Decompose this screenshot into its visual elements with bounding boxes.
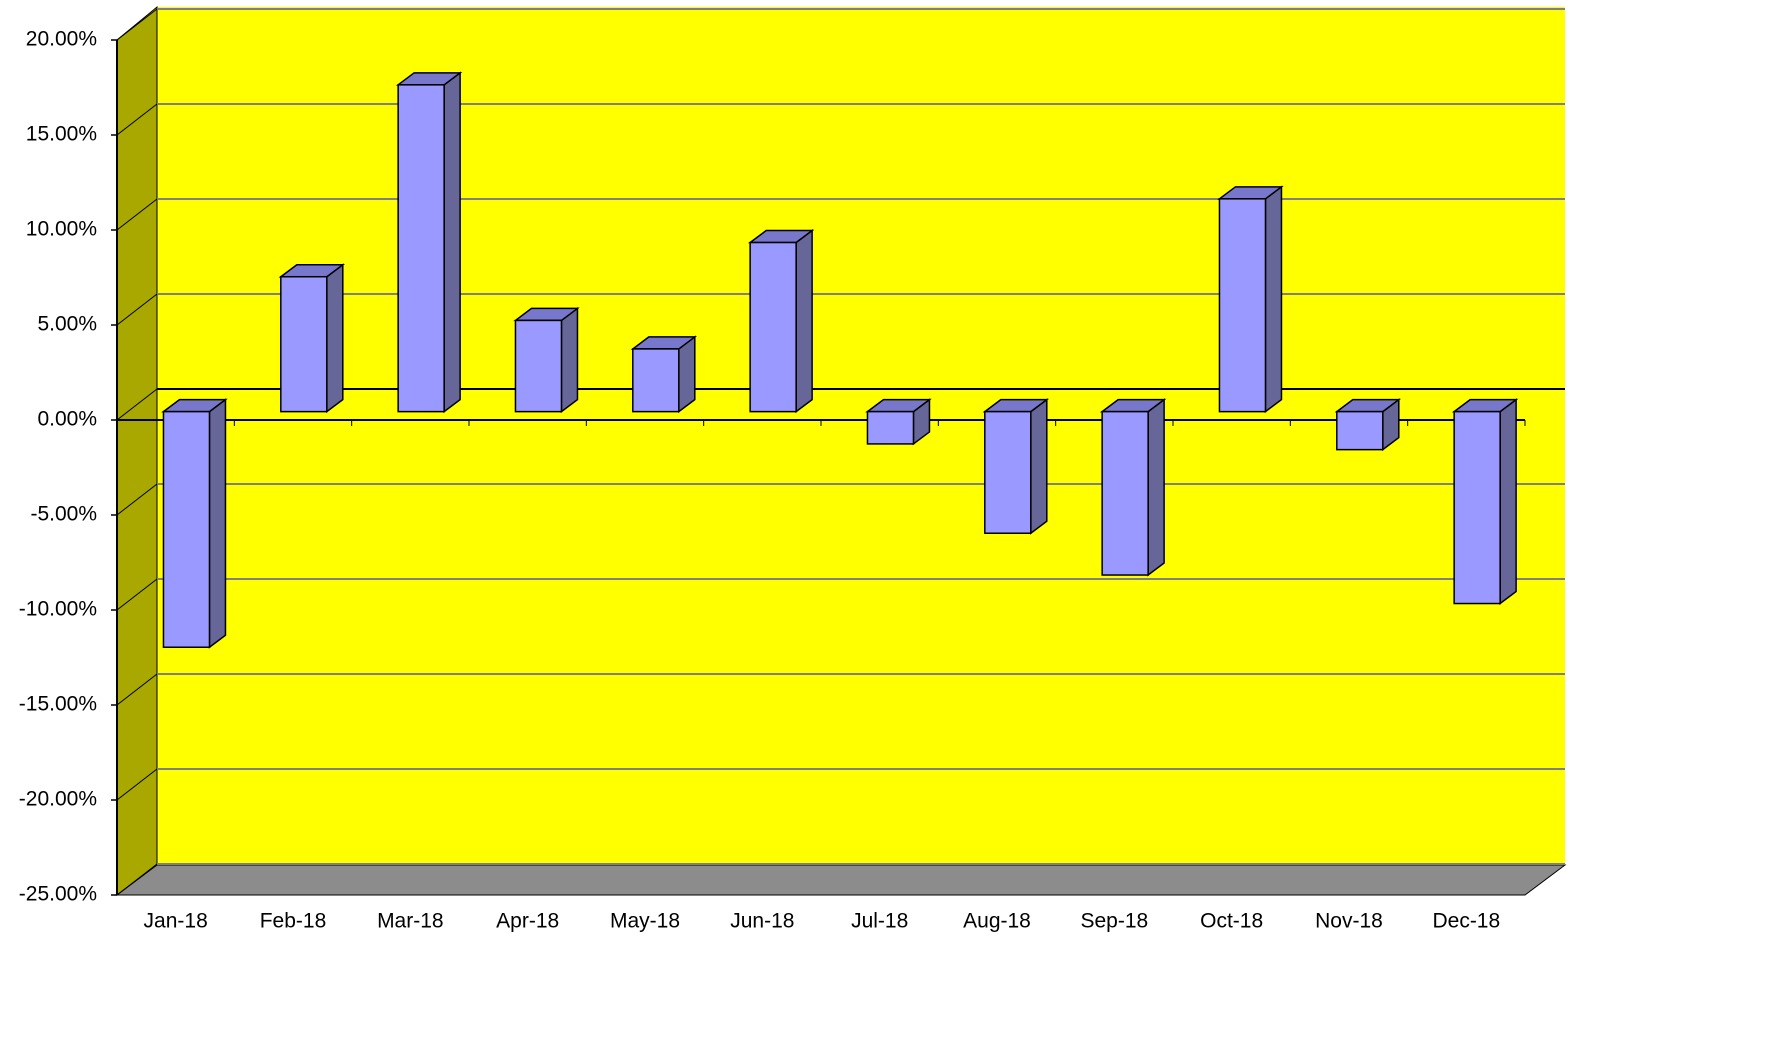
bar	[1099, 398, 1167, 577]
x-tick-label: Aug-18	[963, 910, 1031, 933]
side-grid-line	[116, 673, 158, 706]
side-grid-line	[116, 483, 158, 516]
side-wall	[116, 5, 158, 896]
side-grid-line	[116, 768, 158, 801]
x-tick-label: Sep-18	[1080, 910, 1148, 933]
x-tick-label: Jul-18	[851, 910, 908, 933]
bar-front	[162, 410, 211, 648]
x-tick-label: Nov-18	[1315, 910, 1383, 933]
y-tick-label: -5.00%	[30, 503, 97, 526]
bar-front	[280, 275, 328, 413]
x-tick-label: May-18	[610, 910, 680, 933]
bar-side	[1147, 398, 1165, 577]
bar-front	[1453, 410, 1501, 605]
bar	[1334, 398, 1402, 452]
side-grid-line	[116, 103, 158, 136]
y-tick-label: -25.00%	[19, 883, 97, 906]
bar-side	[326, 263, 344, 414]
y-tick-label: 0.00%	[37, 408, 97, 431]
back-wall	[157, 7, 1565, 865]
y-tick-label: 10.00%	[26, 218, 97, 241]
bar-front	[514, 319, 563, 413]
bar	[982, 398, 1050, 535]
bar-side	[795, 229, 813, 414]
side-grid-line	[116, 198, 158, 231]
bar	[1217, 185, 1284, 414]
side-grid-line	[116, 8, 158, 41]
bar-side	[208, 398, 227, 649]
bar-side	[560, 306, 579, 414]
bar	[1451, 398, 1519, 606]
x-tick-label: Jun-18	[730, 910, 794, 933]
bar-front	[397, 84, 445, 413]
bar	[630, 335, 698, 414]
x-tick-label: Oct-18	[1200, 910, 1263, 933]
bar	[865, 398, 932, 446]
y-tick-label: 15.00%	[26, 123, 97, 146]
bar-front	[984, 410, 1032, 534]
bar-front	[1101, 410, 1149, 576]
bar-side	[678, 335, 696, 414]
bar-front	[866, 410, 915, 445]
x-tick-label: Jan-18	[144, 910, 208, 933]
bar	[747, 229, 815, 414]
y-tick-label: -10.00%	[19, 598, 97, 621]
y-tick-label: 5.00%	[37, 313, 97, 336]
bar-side	[443, 71, 461, 414]
bar-side	[1499, 398, 1517, 606]
y-tick-label: 20.00%	[26, 28, 97, 51]
side-grid-line	[116, 388, 158, 421]
side-grid-line	[116, 578, 158, 611]
bar	[395, 71, 463, 414]
bar	[278, 263, 346, 414]
x-tick-label: Feb-18	[260, 910, 327, 933]
y-tick-label: -15.00%	[19, 693, 97, 716]
bar-front	[749, 241, 797, 413]
x-tick-label: Mar-18	[377, 910, 444, 933]
bar-front	[1336, 410, 1384, 451]
x-tick-label: Dec-18	[1432, 910, 1500, 933]
side-grid-line	[116, 863, 158, 896]
x-tick-label: Apr-18	[496, 910, 559, 933]
y-tick-label: -20.00%	[19, 788, 97, 811]
bar	[513, 306, 580, 414]
bar-front	[1218, 198, 1267, 413]
bar-side	[1030, 398, 1048, 535]
bar	[161, 398, 228, 649]
bar-side	[1264, 185, 1283, 414]
bar-front	[632, 348, 680, 413]
floor	[115, 864, 1567, 896]
side-grid-line	[116, 293, 158, 326]
